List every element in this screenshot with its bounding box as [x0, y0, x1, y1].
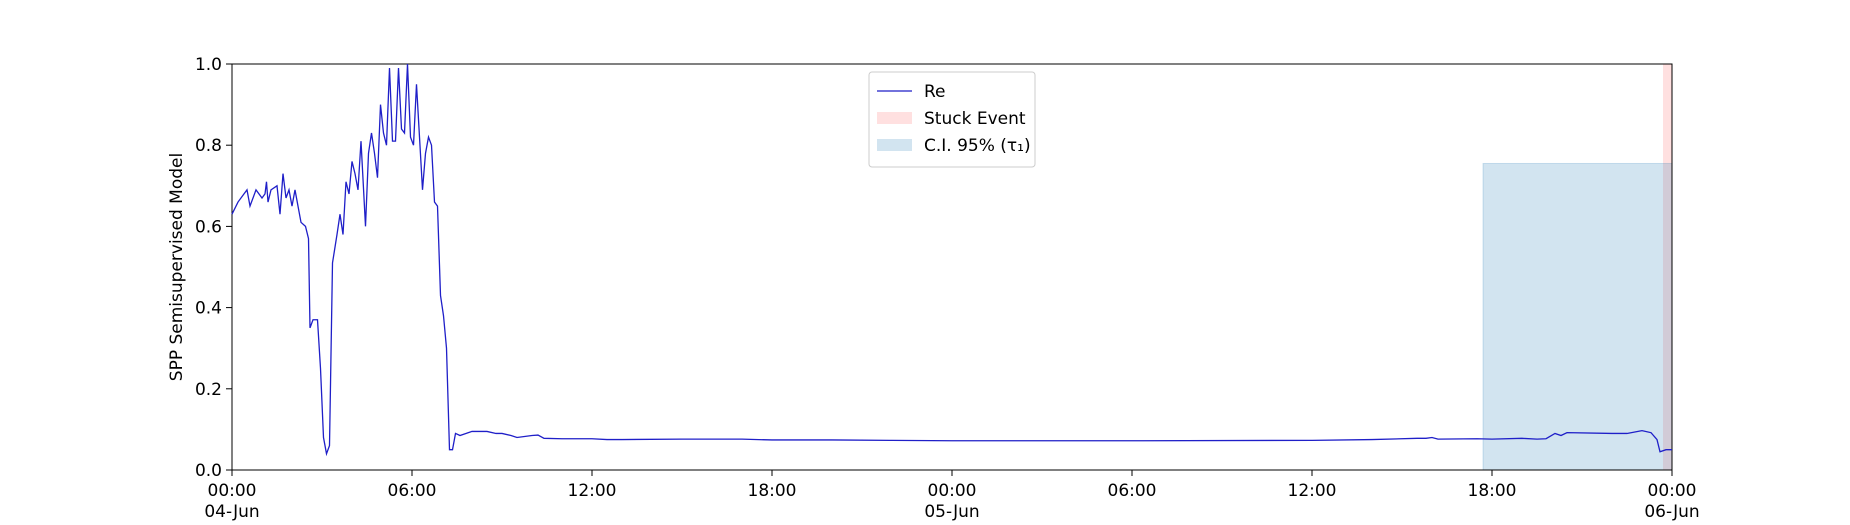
x-tick-label: 06:00: [388, 481, 437, 501]
x-tick-label: 00:00: [1648, 481, 1697, 501]
x-tick-label: 18:00: [748, 481, 797, 501]
x-tick-label: 12:00: [1288, 481, 1337, 501]
x-tick-label: 05-Jun: [924, 502, 979, 522]
y-tick-label: 0.0: [195, 461, 222, 481]
y-tick-label: 0.2: [195, 380, 222, 400]
line: [231, 63, 1672, 457]
y-tick-label: 1.0: [195, 55, 222, 75]
y-tick-label: 0.4: [195, 299, 222, 319]
legend-swatch: [877, 139, 912, 151]
y-axis-label: SPP Semisupervised Model: [167, 153, 187, 381]
span: [1663, 64, 1672, 470]
x-tick-label: 06-Jun: [1644, 502, 1699, 522]
x-tick-label: 00:00: [208, 481, 257, 501]
y-tick-label: 0.8: [195, 136, 222, 156]
span: [1482, 162, 1673, 471]
x-tick-label: 04-Jun: [204, 502, 259, 522]
legend-label: Re: [924, 82, 946, 102]
legend-box: [868, 71, 1036, 168]
legend-label: C.I. 95% (τ₁): [924, 136, 1031, 156]
legend-swatch: [877, 112, 912, 124]
x-tick-label: 06:00: [1108, 481, 1157, 501]
y-tick-label: 0.6: [195, 217, 222, 237]
x-tick-label: 18:00: [1468, 481, 1517, 501]
legend-label: Stuck Event: [924, 109, 1026, 129]
x-tick-label: 00:00: [928, 481, 977, 501]
x-tick-label: 12:00: [568, 481, 617, 501]
x-tick-label: 1900: [210, 523, 253, 525]
